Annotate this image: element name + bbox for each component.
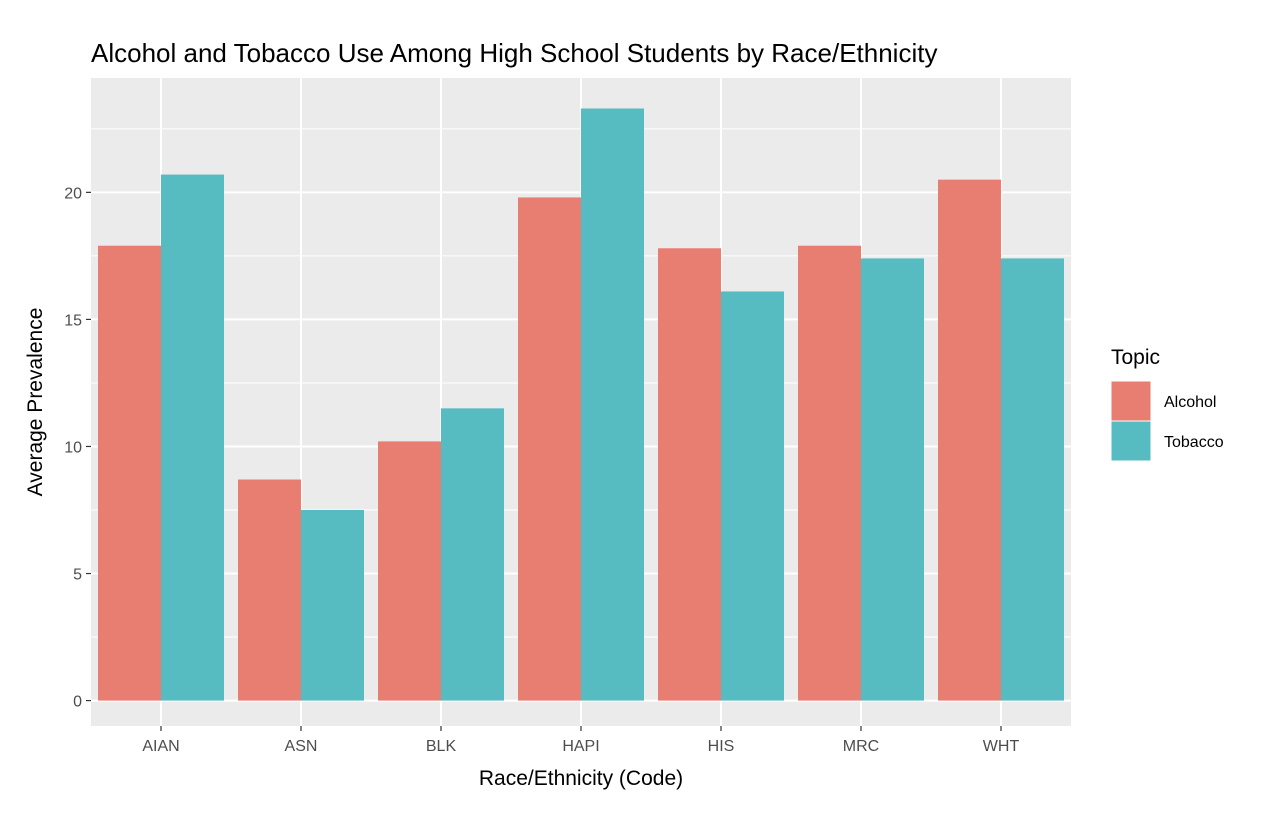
x-tick-label: HIS	[708, 738, 735, 755]
x-axis-title: Race/Ethnicity (Code)	[479, 767, 683, 790]
x-tick-label: AIAN	[142, 738, 179, 755]
x-axis: AIAN ASN BLK HAPI HIS MRC WHT	[142, 726, 1019, 755]
y-axis: 0 5 10 15 20	[64, 185, 91, 711]
bar-alcohol-blk	[378, 441, 441, 701]
x-tick-label: BLK	[426, 738, 457, 755]
bars-layer	[98, 108, 1064, 701]
bar-alcohol-mrc	[798, 245, 861, 701]
bar-tobacco-mrc	[861, 258, 924, 701]
bar-alcohol-asn	[238, 479, 301, 701]
legend-title: Topic	[1111, 346, 1160, 369]
bar-tobacco-wht	[1001, 258, 1064, 701]
y-tick-label: 15	[64, 312, 82, 329]
bar-tobacco-blk	[441, 408, 504, 701]
bar-alcohol-his	[658, 248, 721, 701]
bar-alcohol-wht	[938, 179, 1001, 701]
bar-alcohol-hapi	[518, 197, 581, 701]
chart-title: Alcohol and Tobacco Use Among High Schoo…	[91, 38, 937, 68]
bar-tobacco-hapi	[581, 108, 644, 701]
x-tick-label: WHT	[983, 738, 1020, 755]
legend-key-tobacco	[1110, 420, 1152, 462]
y-tick-label: 0	[73, 694, 82, 711]
x-tick-label: HAPI	[562, 738, 599, 755]
y-tick-label: 10	[64, 439, 82, 456]
y-axis-title: Average Prevalence	[24, 308, 47, 497]
legend-label-alcohol: Alcohol	[1164, 394, 1216, 411]
bar-alcohol-aian	[98, 245, 161, 701]
legend-key-alcohol	[1110, 380, 1152, 422]
y-tick-label: 20	[64, 185, 82, 202]
bar-tobacco-asn	[301, 510, 364, 701]
x-tick-label: MRC	[843, 738, 879, 755]
legend-label-tobacco: Tobacco	[1164, 434, 1224, 451]
y-tick-label: 5	[73, 567, 82, 584]
bar-tobacco-aian	[161, 174, 224, 701]
legend-items: Alcohol Tobacco	[1110, 380, 1224, 462]
legend: Topic Alcohol Tobacco	[1110, 346, 1224, 462]
bar-tobacco-his	[721, 291, 784, 701]
x-tick-label: ASN	[285, 738, 318, 755]
